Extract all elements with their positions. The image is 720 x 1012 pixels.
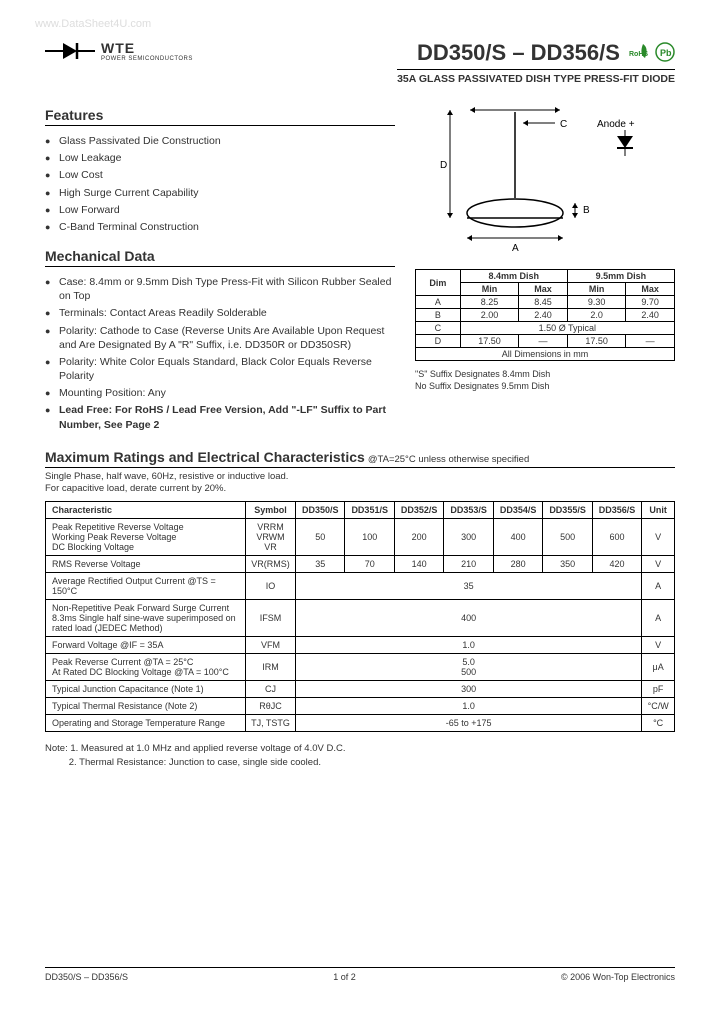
header: WTE POWER SEMICONDUCTORS DD350/S – DD356…: [45, 40, 675, 85]
list-item: Polarity: Cathode to Case (Reverse Units…: [59, 324, 395, 352]
list-item: Low Forward: [59, 203, 395, 217]
svg-text:Pb: Pb: [660, 48, 672, 58]
list-item: Mounting Position: Any: [59, 386, 395, 400]
mechanical-heading: Mechanical Data: [45, 248, 395, 267]
list-item: Glass Passivated Die Construction: [59, 134, 395, 148]
footer-right: © 2006 Won-Top Electronics: [561, 972, 675, 982]
features-list: Glass Passivated Die Construction Low Le…: [45, 134, 395, 234]
dimension-table: Dim8.4mm Dish9.5mm Dish MinMaxMinMax A8.…: [415, 269, 675, 361]
features-heading: Features: [45, 107, 395, 126]
svg-text:D: D: [440, 160, 447, 171]
list-item: Low Leakage: [59, 151, 395, 165]
footer: DD350/S – DD356/S 1 of 2 © 2006 Won-Top …: [45, 967, 675, 982]
pb-free-badge-icon: Pb: [655, 42, 675, 65]
diode-logo-icon: [45, 40, 95, 62]
svg-text:A: A: [512, 243, 519, 254]
page-title: DD350/S – DD356/S: [417, 40, 620, 66]
list-item: Low Cost: [59, 168, 395, 182]
list-item: Lead Free: For RoHS / Lead Free Version,…: [59, 403, 395, 431]
list-item: High Surge Current Capability: [59, 186, 395, 200]
rohs-badge-icon: RoHS: [629, 42, 651, 65]
mechanical-diagram: D C Anode + B A: [415, 98, 675, 261]
list-item: C-Band Terminal Construction: [59, 220, 395, 234]
footer-left: DD350/S – DD356/S: [45, 972, 128, 982]
ratings-condition: @TA=25°C unless otherwise specified: [368, 454, 529, 465]
svg-text:B: B: [583, 205, 590, 216]
mechanical-list: Case: 8.4mm or 9.5mm Dish Type Press-Fit…: [45, 275, 395, 432]
subtitle: 35A GLASS PASSIVATED DISH TYPE PRESS-FIT…: [397, 69, 675, 85]
logo: WTE POWER SEMICONDUCTORS: [45, 40, 193, 62]
ratings-table: CharacteristicSymbol DD350/SDD351/SDD352…: [45, 501, 675, 732]
svg-text:C: C: [560, 119, 567, 130]
svg-text:Anode +: Anode +: [597, 119, 635, 130]
logo-tagline: POWER SEMICONDUCTORS: [101, 56, 193, 62]
watermark: www.DataSheet4U.com: [35, 18, 151, 30]
list-item: Terminals: Contact Areas Readily Soldera…: [59, 306, 395, 320]
ratings-heading: Maximum Ratings and Electrical Character…: [45, 449, 365, 465]
ratings-subtitle: Single Phase, half wave, 60Hz, resistive…: [45, 471, 675, 496]
logo-brand: WTE: [101, 40, 193, 56]
dim-note: "S" Suffix Designates 8.4mm Dish No Suff…: [415, 369, 675, 392]
list-item: Case: 8.4mm or 9.5mm Dish Type Press-Fit…: [59, 275, 395, 303]
footer-center: 1 of 2: [333, 972, 356, 982]
list-item: Polarity: White Color Equals Standard, B…: [59, 355, 395, 383]
notes: Note: 1. Measured at 1.0 MHz and applied…: [45, 742, 675, 769]
